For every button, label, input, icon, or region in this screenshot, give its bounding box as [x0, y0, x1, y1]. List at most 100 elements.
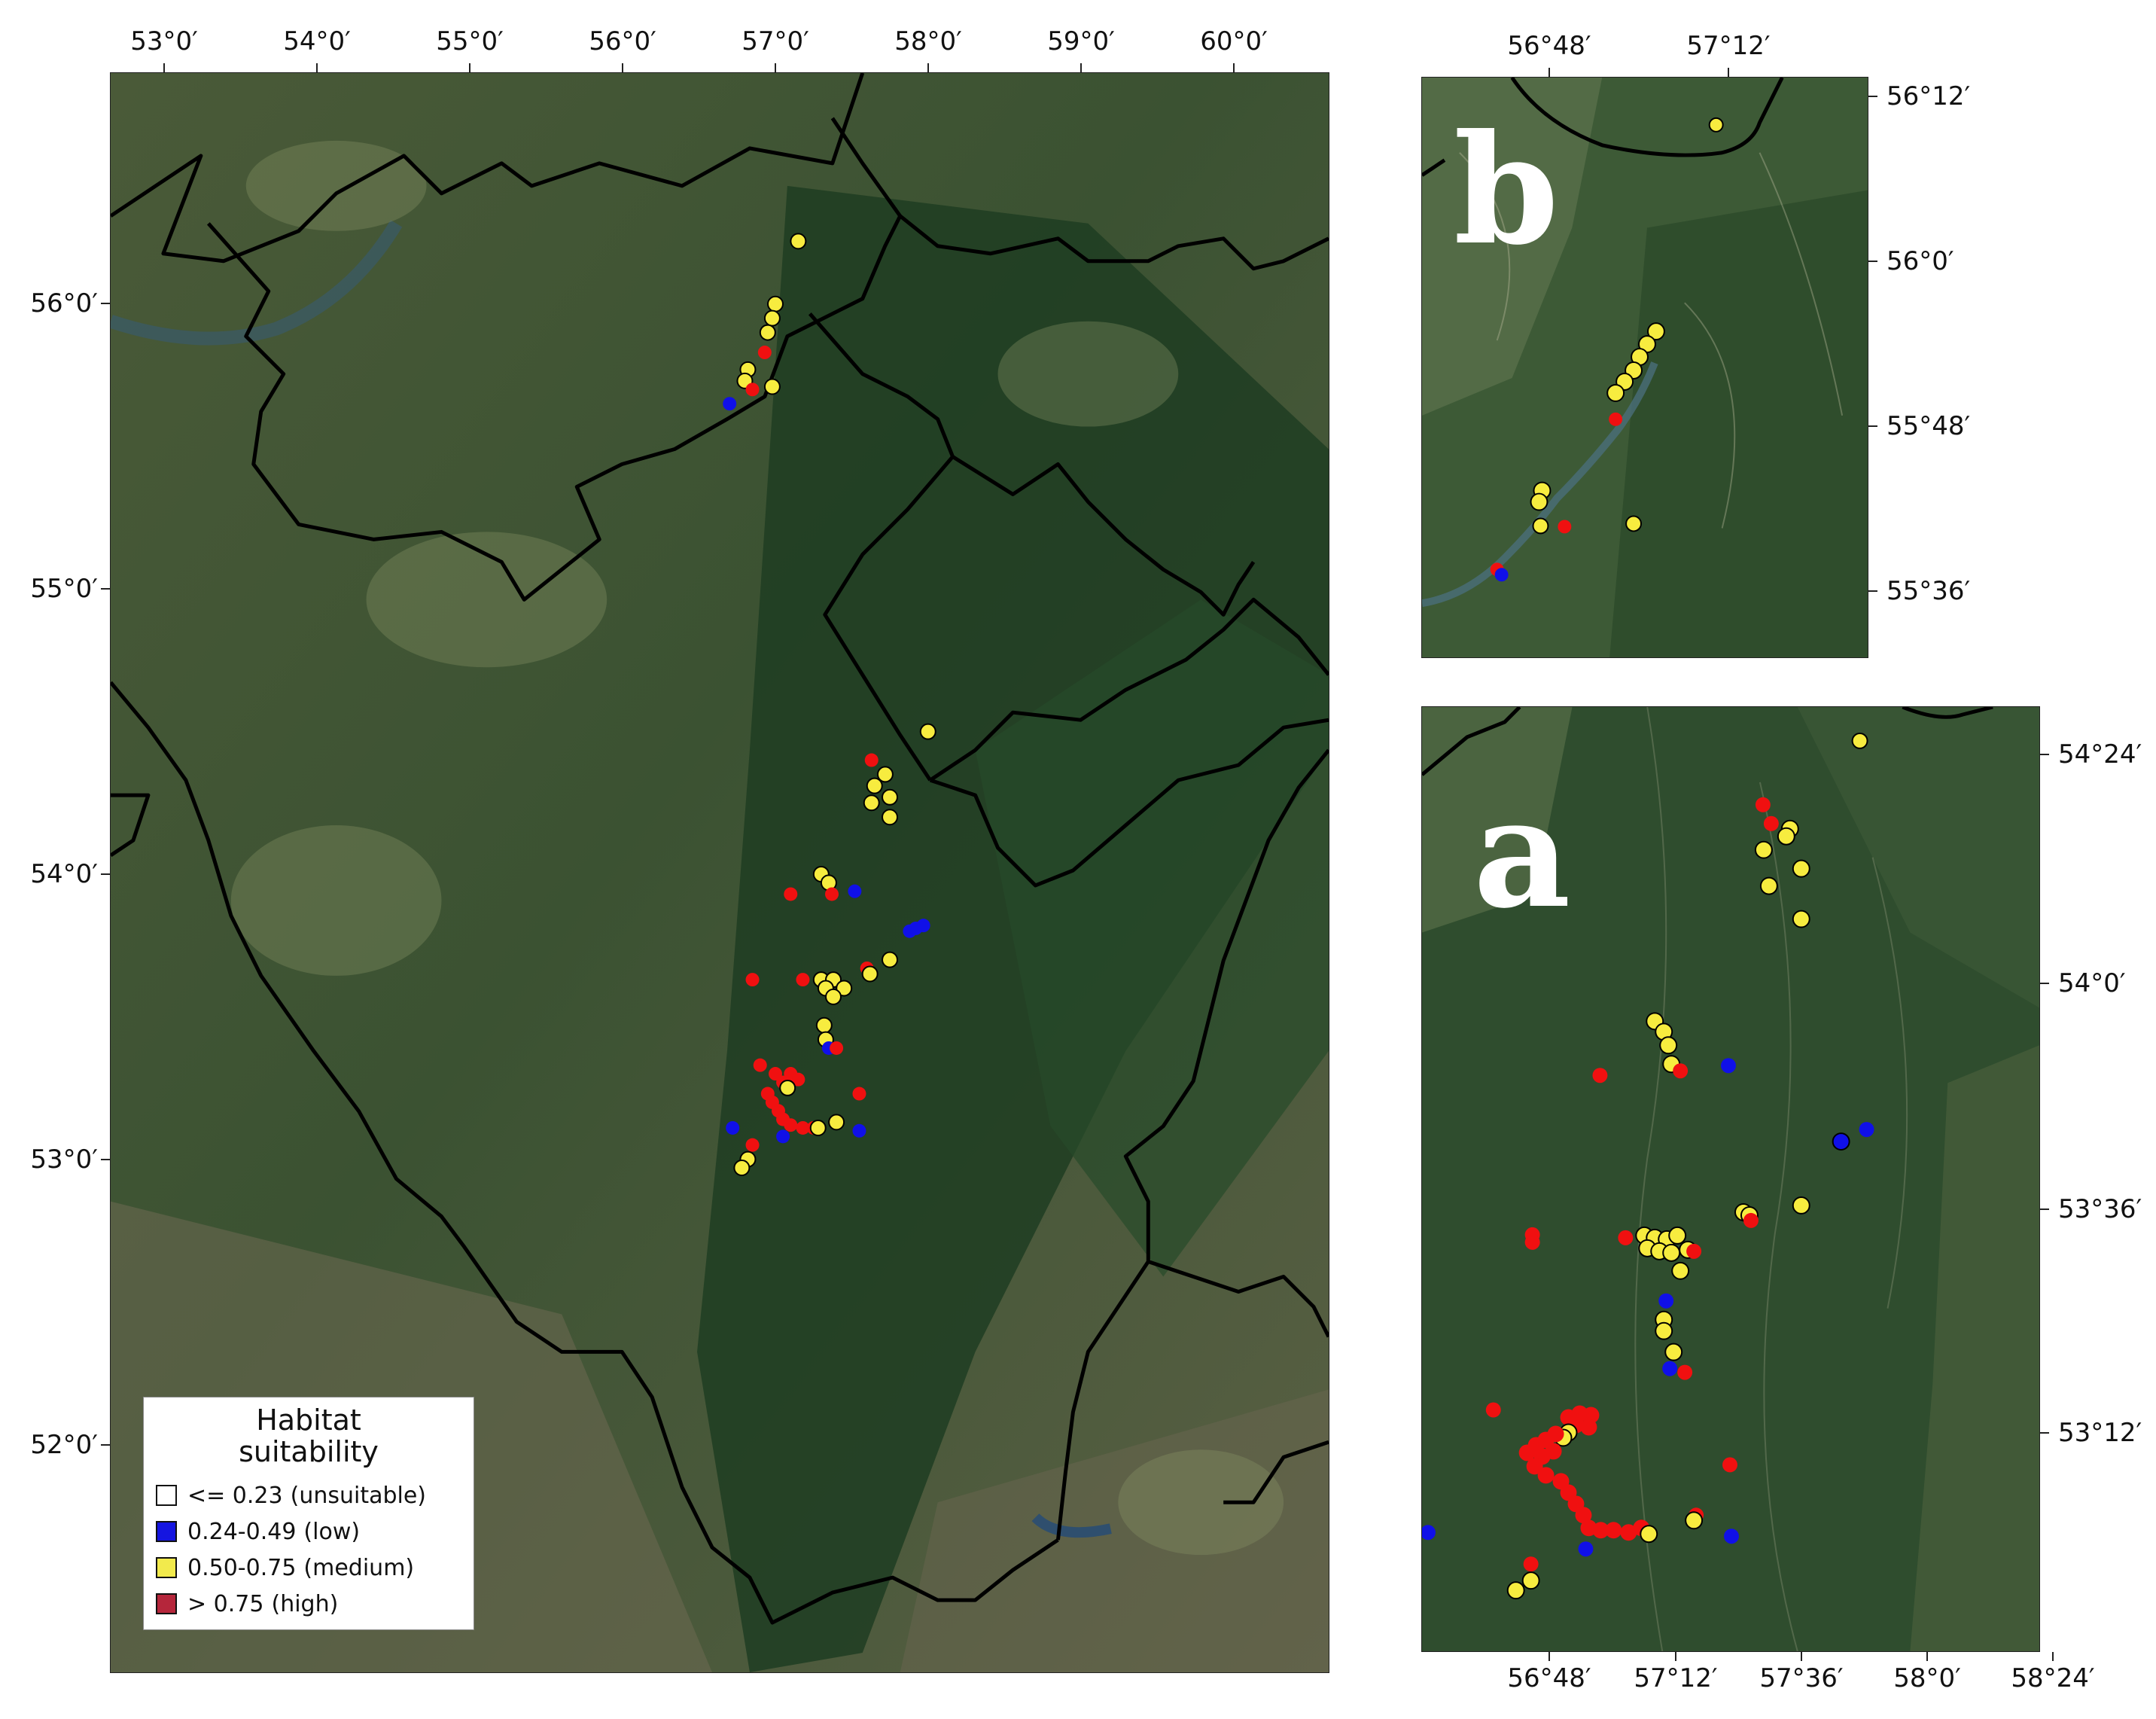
occurrence-point-medium: [882, 951, 899, 968]
tick-mark: [927, 63, 929, 72]
occurrence-point-high: [864, 753, 879, 767]
legend-title-line1: Habitat: [256, 1404, 361, 1437]
inset-a-letter: a: [1473, 765, 1571, 942]
tick-mark: [101, 1444, 110, 1446]
legend-class: (low): [303, 1518, 361, 1545]
tick-mark: [2040, 1208, 2049, 1210]
tick-label: 58°0′: [1893, 1663, 1961, 1693]
tick-mark: [101, 1159, 110, 1160]
tick-mark: [1801, 1652, 1802, 1661]
inset-a-terrain: [1422, 707, 2039, 1651]
legend-item-low: 0.24-0.49 (low): [156, 1516, 360, 1547]
tick-label: 56°0′: [1886, 246, 1954, 276]
tick-label: 53°0′: [130, 26, 198, 56]
tick-mark: [1926, 1652, 1928, 1661]
tick-label: 55°48′: [1886, 411, 1971, 441]
tick-mark: [2052, 1652, 2054, 1661]
occurrence-point-low: [903, 924, 917, 938]
tick-mark: [163, 63, 165, 72]
occurrence-point-medium: [836, 980, 853, 997]
tick-mark: [316, 63, 318, 72]
tick-label: 56°0′: [30, 288, 98, 319]
tick-label: 56°12′: [1886, 81, 1971, 111]
legend-item-high: > 0.75 (high): [156, 1589, 338, 1619]
occurrence-point-low: [726, 1120, 740, 1135]
occurrence-point-high: [825, 887, 839, 901]
tick-mark: [2040, 1432, 2049, 1434]
tick-label: 57°12′: [1634, 1663, 1718, 1693]
legend-swatch-high: [156, 1593, 177, 1614]
tick-label: 57°0′: [742, 26, 809, 56]
tick-label: 56°48′: [1507, 1663, 1591, 1693]
occurrence-point-medium: [790, 233, 807, 250]
tick-label: 59°0′: [1047, 26, 1115, 56]
occurrence-point-low: [776, 1129, 790, 1144]
tick-label: 54°0′: [283, 26, 351, 56]
tick-mark: [101, 303, 110, 304]
tick-mark: [1868, 425, 1877, 427]
tick-label: 58°0′: [894, 26, 962, 56]
tick-label: 54°24′: [2058, 739, 2142, 770]
tick-mark: [101, 873, 110, 875]
tick-label: 55°36′: [1886, 576, 1971, 606]
occurrence-point-low: [852, 1123, 866, 1138]
tick-label: 57°36′: [1759, 1663, 1844, 1693]
occurrence-point-medium: [882, 788, 899, 806]
occurrence-point-medium: [733, 1160, 751, 1177]
legend-item-unsuitable: <= 0.23 (unsuitable): [156, 1480, 426, 1510]
occurrence-point-medium: [759, 324, 776, 341]
habitat-suitability-legend: Habitat suitability <= 0.23 (unsuitable)…: [143, 1397, 474, 1630]
tick-mark: [1868, 96, 1877, 97]
occurrence-point-low: [848, 884, 862, 898]
occurrence-point-medium: [919, 723, 936, 740]
occurrence-point-medium: [825, 988, 842, 1005]
legend-swatch-medium: [156, 1557, 177, 1578]
occurrence-point-high: [830, 1041, 844, 1055]
tick-mark: [1080, 63, 1082, 72]
occurrence-point-medium: [763, 378, 781, 395]
tick-label: 58°24′: [2011, 1663, 2095, 1693]
tick-mark: [1868, 590, 1877, 592]
tick-mark: [1728, 68, 1729, 77]
occurrence-point-high: [796, 973, 810, 987]
tick-mark: [469, 63, 470, 72]
tick-label: 57°12′: [1686, 31, 1771, 61]
occurrence-point-high: [791, 1072, 805, 1087]
tick-mark: [1868, 261, 1877, 262]
inset-b-occurrence-points: [1490, 117, 1724, 582]
legend-range: 0.24-0.49: [187, 1518, 297, 1545]
tick-mark: [2040, 983, 2049, 984]
tick-label: 54°0′: [30, 859, 98, 889]
main-map-occurrence-points: [723, 233, 936, 1177]
tick-label: 55°0′: [436, 26, 504, 56]
occurrence-point-medium: [861, 965, 879, 983]
legend-swatch-unsuitable: [156, 1485, 177, 1506]
tick-mark: [101, 588, 110, 590]
occurrence-point-high: [784, 1118, 798, 1132]
occurrence-point-medium: [866, 777, 883, 794]
tick-mark: [1548, 1652, 1550, 1661]
tick-mark: [2040, 754, 2049, 755]
tick-mark: [1675, 1652, 1676, 1661]
occurrence-point-medium: [876, 766, 894, 783]
legend-range: > 0.75: [187, 1590, 264, 1617]
occurrence-point-medium: [763, 309, 781, 327]
legend-class: (unsuitable): [290, 1482, 427, 1509]
occurrence-point-medium: [815, 1016, 833, 1034]
occurrence-point-low: [723, 397, 737, 411]
tick-label: 60°0′: [1200, 26, 1268, 56]
tick-label: 54°0′: [2058, 968, 2126, 998]
occurrence-point-medium: [828, 1114, 845, 1131]
occurrence-point-high: [745, 973, 760, 987]
tick-mark: [775, 63, 776, 72]
inset-b-terrain: [1422, 78, 1868, 657]
inset-map-b: b: [1421, 77, 1868, 658]
occurrence-point-low: [916, 919, 930, 933]
legend-title-line2: suitability: [239, 1435, 379, 1468]
tick-label: 56°48′: [1507, 31, 1591, 61]
tick-label: 55°0′: [30, 574, 98, 604]
occurrence-point-medium: [809, 1119, 827, 1136]
legend-swatch-low: [156, 1521, 177, 1542]
tick-mark: [1233, 63, 1235, 72]
inset-map-a: a: [1421, 706, 2040, 1652]
